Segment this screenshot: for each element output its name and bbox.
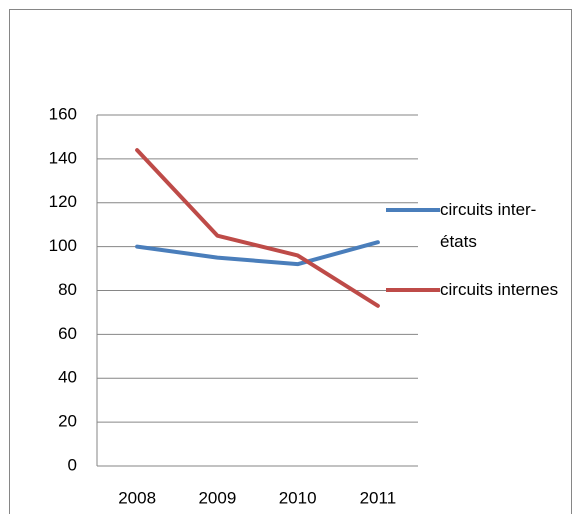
y-tick-label: 80 (58, 280, 77, 299)
series-line (135, 148, 380, 308)
x-tick-label: 2008 (118, 488, 156, 507)
x-tick-label: 2010 (279, 488, 317, 507)
y-tick-label: 20 (58, 412, 77, 431)
y-tick-label: 100 (49, 236, 77, 255)
legend-item: circuits inter-états (440, 200, 537, 251)
y-tick-label: 120 (49, 192, 77, 211)
series-line (135, 240, 380, 267)
x-tick-label: 2009 (198, 488, 236, 507)
legend-item: circuits internes (440, 280, 559, 299)
legend-label: circuits internes (440, 280, 559, 299)
y-tick-label: 40 (58, 368, 77, 387)
y-tick-label: 140 (49, 148, 77, 167)
legend-label: circuits inter-états (440, 200, 537, 251)
y-tick-label: 0 (68, 455, 77, 474)
y-tick-label: 60 (58, 324, 77, 343)
y-tick-label: 160 (49, 104, 77, 123)
x-tick-label: 2011 (360, 488, 397, 507)
